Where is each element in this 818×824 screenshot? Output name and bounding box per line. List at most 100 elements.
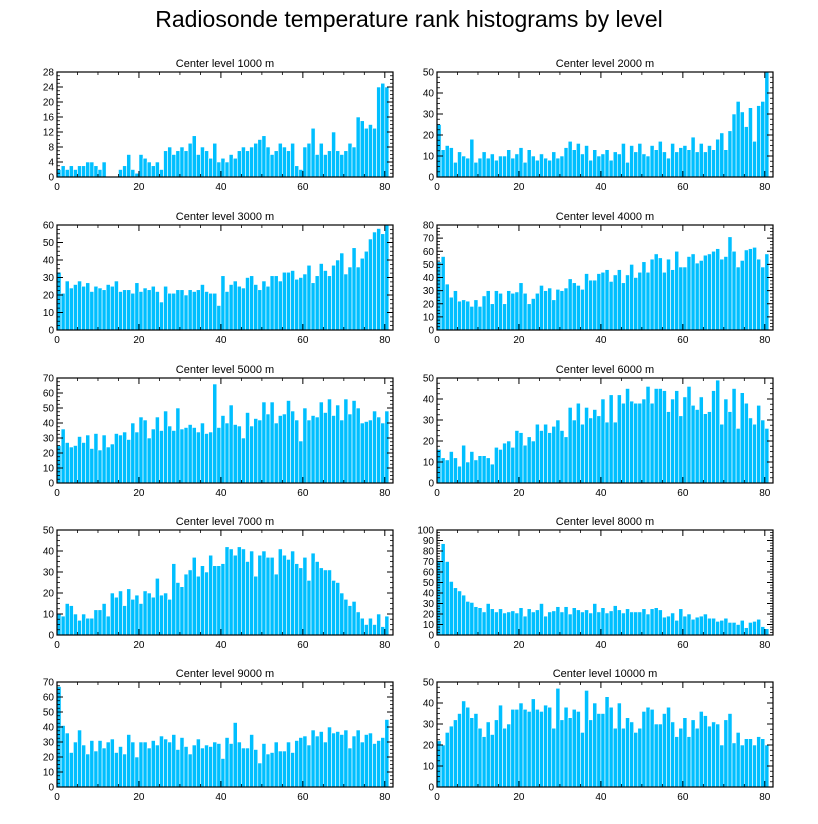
histogram-bar — [339, 734, 345, 788]
histogram-bar — [584, 145, 589, 178]
histogram-bar — [543, 157, 548, 178]
histogram-bar — [130, 292, 136, 331]
x-tick-label: 40 — [595, 792, 607, 803]
histogram-bar — [175, 150, 181, 178]
x-tick-label: 40 — [595, 182, 607, 193]
histogram-bar — [662, 390, 667, 484]
histogram-bar — [130, 169, 136, 178]
histogram-bar — [323, 741, 328, 788]
histogram-bar — [494, 159, 499, 178]
histogram-bar — [314, 735, 320, 788]
histogram-bar — [485, 457, 491, 484]
histogram-bar — [314, 154, 320, 178]
histogram-bar — [465, 461, 471, 484]
histogram-bar — [539, 711, 544, 788]
histogram-bar — [510, 292, 516, 331]
histogram-bar — [126, 289, 132, 331]
histogram-bar — [253, 749, 259, 788]
histogram-bar — [335, 731, 341, 788]
histogram-bar — [752, 141, 757, 178]
y-tick-label: 12 — [43, 128, 55, 139]
histogram-bar — [347, 266, 353, 331]
histogram-bar — [662, 616, 667, 636]
histogram-bar — [146, 161, 152, 178]
x-tick-label: 40 — [595, 335, 607, 346]
histogram-bar — [351, 601, 357, 636]
histogram-bar — [257, 289, 263, 331]
histogram-bar — [682, 615, 688, 636]
histogram-bar — [571, 607, 577, 636]
histogram-bar — [707, 145, 712, 178]
histogram-bar — [629, 400, 634, 484]
histogram-bar — [273, 150, 279, 178]
histogram-bar — [698, 711, 704, 788]
histogram-bar — [629, 721, 634, 788]
histogram-bar — [727, 411, 733, 484]
x-tick-label: 40 — [215, 335, 227, 346]
histogram-bar — [77, 619, 82, 636]
histogram-bar — [298, 277, 304, 331]
histogram-bar — [719, 744, 725, 788]
histogram-bar — [657, 388, 663, 484]
histogram-bar — [657, 257, 663, 331]
histogram-bar — [347, 142, 353, 178]
histogram-bar — [555, 606, 561, 636]
y-tick-label: 10 — [423, 458, 435, 469]
y-tick-label: 4 — [48, 158, 54, 169]
histogram-bar — [539, 430, 544, 484]
histogram-bar — [477, 455, 483, 484]
histogram-bar — [662, 151, 667, 178]
y-tick-label: 10 — [43, 768, 55, 779]
histogram-bar — [461, 594, 466, 636]
histogram-bar — [269, 752, 275, 788]
y-tick-label: 50 — [423, 68, 435, 79]
histogram-bar — [477, 607, 483, 636]
histogram-bar — [294, 419, 300, 484]
histogram-bar — [163, 150, 168, 178]
histogram-bar — [138, 154, 144, 178]
histogram-bar — [130, 422, 136, 484]
x-tick-label: 80 — [759, 792, 771, 803]
histogram-bar — [666, 258, 671, 331]
histogram-bar — [126, 154, 132, 178]
histogram-bar — [155, 161, 160, 178]
histogram-bar — [469, 138, 475, 178]
histogram-bar — [167, 292, 173, 331]
histogram-bar — [89, 161, 95, 178]
x-tick-label: 0 — [54, 335, 60, 346]
histogram-bar — [335, 150, 341, 178]
histogram-bar — [621, 282, 626, 331]
histogram-bar — [282, 271, 287, 331]
histogram-bar — [764, 253, 770, 331]
chart-panel-5: Center level 5000 m 0 10 20 30 40 50 60 70 0 20 40 6… — [43, 364, 394, 499]
histogram-bar — [68, 165, 74, 178]
histogram-bar — [73, 741, 78, 788]
histogram-bar — [719, 132, 725, 178]
histogram-bar — [318, 567, 324, 636]
histogram-bar — [208, 554, 214, 636]
histogram-bar — [571, 282, 577, 331]
histogram-bar — [686, 736, 692, 788]
histogram-bar — [64, 280, 70, 331]
histogram-bar — [118, 169, 123, 178]
histogram-bar — [196, 575, 201, 636]
histogram-bar — [514, 708, 520, 788]
y-tick-label: 40 — [423, 699, 435, 710]
y-tick-label: 70 — [423, 234, 435, 245]
y-tick-label: 50 — [43, 708, 55, 719]
histogram-bar — [183, 150, 189, 178]
y-tick-label: 0 — [428, 783, 434, 794]
histogram-bar — [216, 743, 222, 788]
x-tick-label: 20 — [513, 640, 525, 651]
histogram-bar — [461, 700, 466, 788]
histogram-bar — [727, 622, 733, 636]
histogram-bar — [670, 398, 675, 484]
x-tick-label: 40 — [215, 182, 227, 193]
histogram-bar — [60, 165, 66, 178]
histogram-bar — [109, 738, 115, 788]
histogram-bar — [298, 440, 304, 484]
histogram-bar — [703, 151, 708, 178]
histogram-bar — [604, 269, 610, 331]
histogram-bar — [196, 431, 201, 484]
histogram-bar — [555, 157, 561, 178]
